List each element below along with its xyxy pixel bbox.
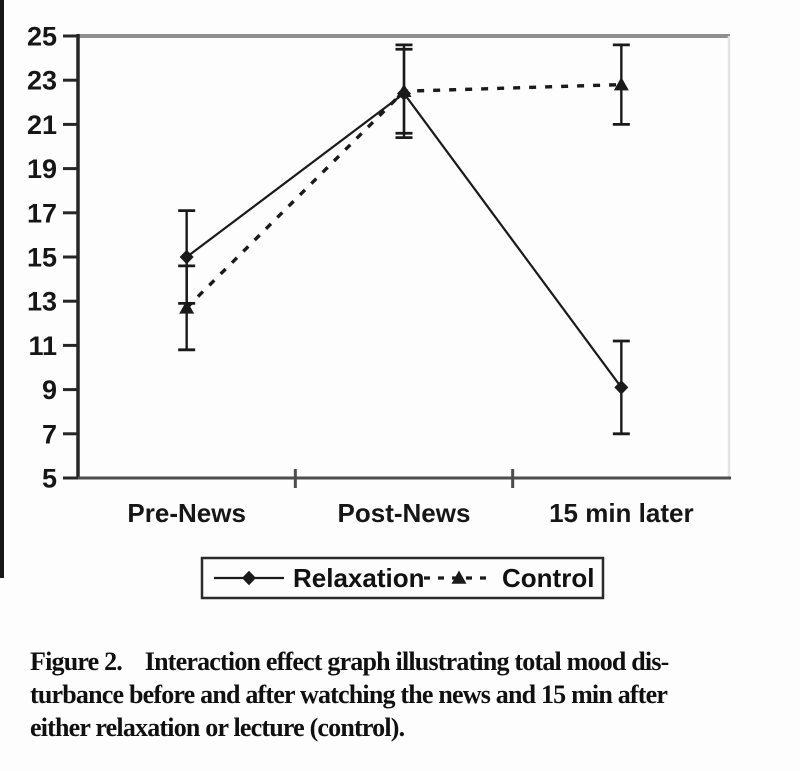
scan-edge-artifact xyxy=(0,0,4,578)
legend-label-control: Control xyxy=(502,563,594,593)
y-tick-label: 25 xyxy=(27,22,57,52)
triangle-marker-control xyxy=(613,77,629,91)
x-category-label: Post-News xyxy=(338,498,471,528)
legend-diamond-icon xyxy=(242,570,256,586)
caption-line-1: Figure 2. Interaction effect graph illus… xyxy=(30,647,669,676)
diamond-marker-relaxation xyxy=(179,249,194,265)
y-tick-label: 19 xyxy=(27,154,57,184)
y-tick-label: 13 xyxy=(27,287,57,317)
y-tick-label: 23 xyxy=(27,66,57,96)
mood-disturbance-line-chart: 5 7 9 11 13 15 17 19 21 23 25 Pre-News Post-News 15 m… xyxy=(27,22,731,600)
triangle-marker-control xyxy=(179,300,195,314)
caption-line-2: turbance before and after watching the n… xyxy=(30,680,668,709)
x-category-label: 15 min later xyxy=(549,498,694,528)
y-tick-label: 17 xyxy=(27,198,57,228)
figure-caption: Figure 2. Interaction effect graph illus… xyxy=(30,645,669,744)
y-tick-label: 7 xyxy=(42,419,57,449)
triangle-marker-control xyxy=(396,83,412,98)
y-tick-label: 11 xyxy=(28,331,57,361)
legend-triangle-icon xyxy=(451,570,467,584)
y-tick-label: 21 xyxy=(27,110,57,140)
x-category-label: Pre-News xyxy=(127,498,246,528)
caption-line-3: either relaxation or lecture (control). xyxy=(30,713,405,742)
diamond-marker-relaxation xyxy=(614,380,629,395)
legend-label-relaxation: Relaxation xyxy=(293,563,425,593)
y-tick-label: 5 xyxy=(42,464,57,494)
y-tick-label: 15 xyxy=(27,243,57,273)
y-tick-label: 9 xyxy=(42,375,57,405)
